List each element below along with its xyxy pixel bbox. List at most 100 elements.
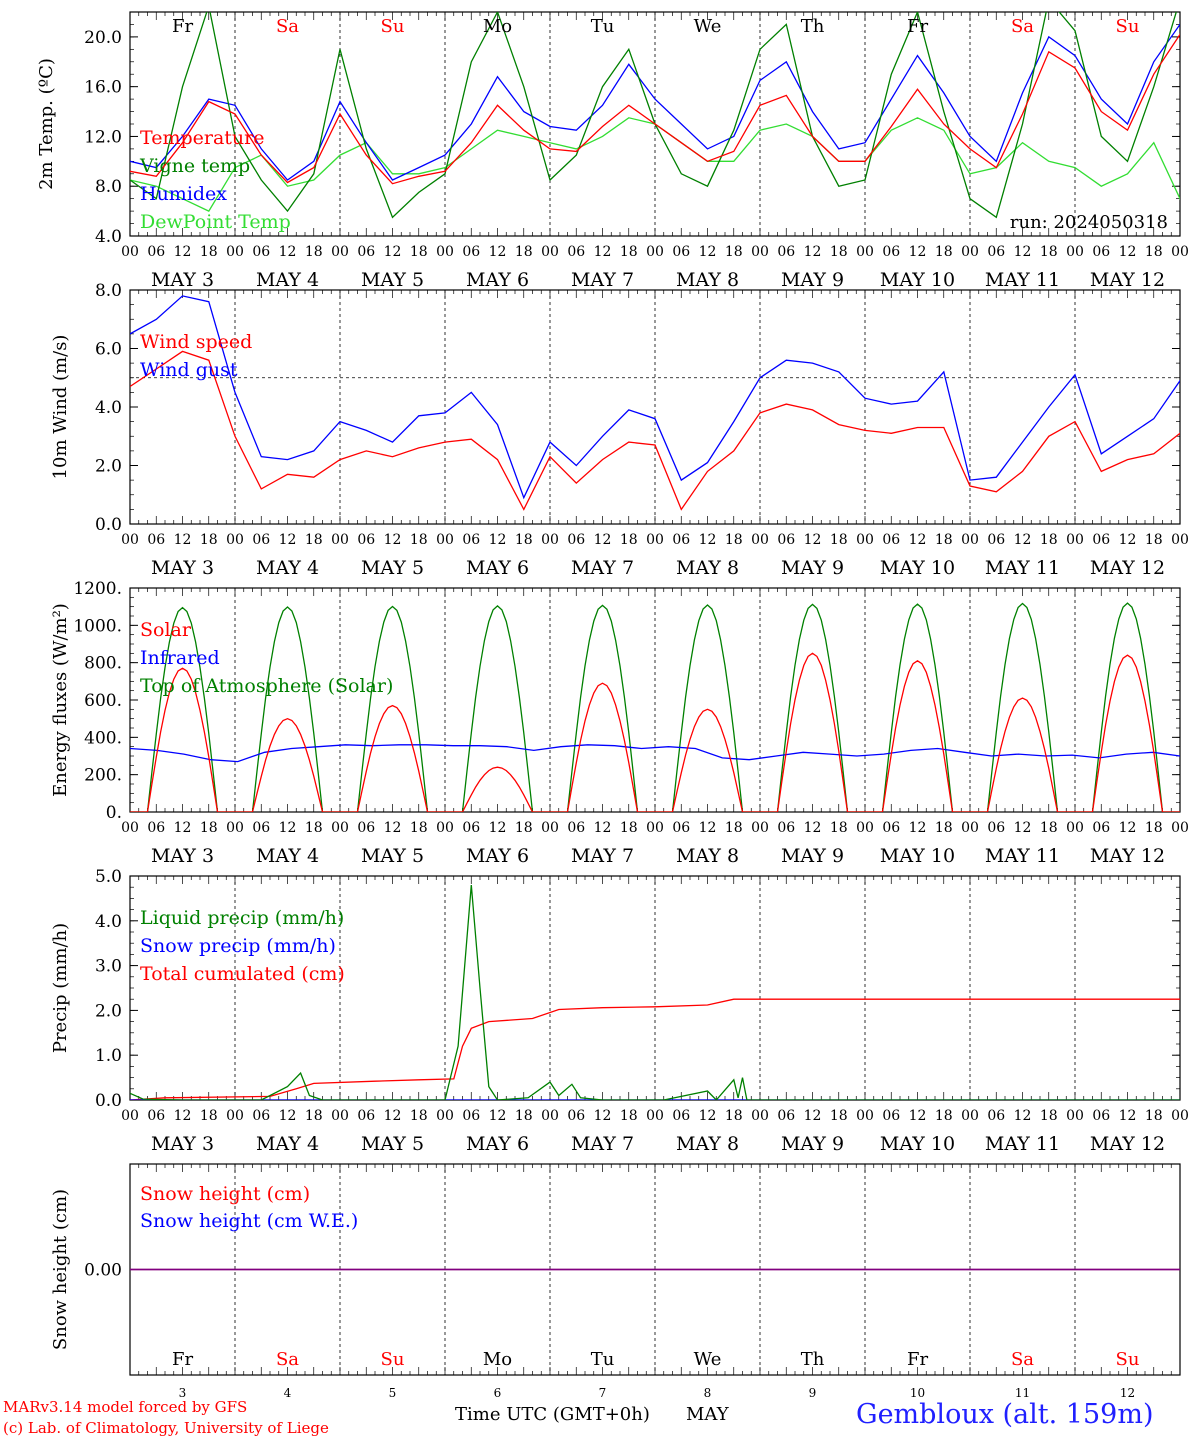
fluxes-legend-2: Top of Atmosphere (Solar)	[140, 675, 393, 697]
wind-legend-0: Wind speed	[140, 331, 252, 353]
fluxes-date-label: MAY 8	[676, 845, 739, 867]
precip-hour-tick-label: 12	[174, 1108, 192, 1124]
panel-snow: 0.00 Snow height (cm) Snow height (cm) Snow…	[50, 1163, 1181, 1400]
wind-hour-tick-label: 18	[725, 532, 743, 548]
fluxes-series-top-of-atmosphere-solar-	[130, 602, 1180, 812]
fluxes-hour-tick-label: 18	[620, 820, 638, 836]
wind-hour-tick-label: 12	[489, 532, 507, 548]
fluxes-date-label: MAY 9	[781, 845, 844, 867]
temperature-date-label: MAY 9	[781, 269, 844, 291]
precip-y-tick-label: 0.0	[95, 1091, 122, 1111]
wind-hour-tick-label: 12	[909, 532, 927, 548]
fluxes-y-tick-label: 800.	[84, 654, 122, 674]
panel-temperature: 4.0 8.0 12.0 16.0 20.0 2m Temp. (ºC) Temperatu…	[36, 11, 1189, 291]
fluxes-hour-tick-label: 06	[1092, 820, 1110, 836]
precip-hour-tick-label: 18	[305, 1108, 323, 1124]
wind-hour-tick-label: 00	[1066, 532, 1084, 548]
fluxes-hour-tick-label: 06	[672, 820, 690, 836]
panel-wind: 0.0 2.0 4.0 6.0 8.0 10m Wind (m/s) Wind speed W…	[50, 281, 1189, 579]
fluxes-y-tick-label: 0.	[106, 803, 122, 823]
wind-hour-tick-label: 18	[515, 532, 533, 548]
wind-hour-tick-label: 00	[856, 532, 874, 548]
precip-hour-tick-label: 06	[462, 1108, 480, 1124]
day-number-label: 11	[1015, 1386, 1030, 1400]
wind-hour-tick-label: 00	[121, 532, 139, 548]
precip-date-label: MAY 5	[361, 1133, 424, 1155]
temperature-hour-tick-label: 00	[121, 244, 139, 260]
precip-hour-tick-label: 12	[279, 1108, 297, 1124]
wind-hour-tick-label: 06	[252, 532, 270, 548]
fluxes-y-tick-label: 600.	[84, 691, 122, 711]
precip-hour-tick-label: 06	[567, 1108, 585, 1124]
temperature-hour-tick-label: 06	[147, 244, 165, 260]
temperature-hour-tick-label: 12	[1119, 244, 1137, 260]
temperature-date-label: MAY 3	[151, 269, 214, 291]
temperature-y-tick-label: 20.0	[84, 28, 122, 48]
precip-plot-area	[130, 884, 1180, 1100]
fluxes-date-label: MAY 7	[571, 845, 634, 867]
wind-hour-tick-label: 18	[200, 532, 218, 548]
fluxes-hour-tick-label: 18	[725, 820, 743, 836]
precip-hour-tick-label: 18	[1040, 1108, 1058, 1124]
weekday-label-top: Su	[381, 16, 405, 37]
weekday-label-bottom: We	[694, 1349, 722, 1370]
precip-date-label: MAY 10	[880, 1133, 955, 1155]
temperature-hour-tick-label: 12	[594, 244, 612, 260]
temperature-series-dewpoint-temp	[130, 117, 1180, 212]
snow-legend-1: Snow height (cm W.E.)	[140, 1210, 358, 1232]
temperature-hour-tick-label: 06	[882, 244, 900, 260]
fluxes-date-label: MAY 10	[880, 845, 955, 867]
temperature-y-tick-label: 12.0	[84, 127, 122, 147]
precip-date-label: MAY 3	[151, 1133, 214, 1155]
fluxes-hour-tick-label: 12	[699, 820, 717, 836]
weekday-label-bottom: Fr	[907, 1349, 928, 1370]
precip-hour-tick-label: 00	[1171, 1108, 1189, 1124]
panel-precip: 0.0 1.0 2.0 3.0 4.0 5.0 Precip (mm/h) Liquid pr…	[50, 867, 1189, 1155]
weekday-label-top: Sa	[276, 16, 299, 37]
temperature-hour-tick-label: 18	[830, 244, 848, 260]
credit-line-2: (c) Lab. of Climatology, University of L…	[3, 1419, 329, 1437]
temperature-hour-tick-label: 18	[1040, 244, 1058, 260]
fluxes-hour-tick-label: 12	[804, 820, 822, 836]
wind-date-label: MAY 5	[361, 557, 424, 579]
weekday-label-top: We	[694, 16, 722, 37]
weekday-label-bottom: Su	[381, 1349, 405, 1370]
temperature-hour-tick-label: 00	[646, 244, 664, 260]
temperature-hour-tick-label: 00	[961, 244, 979, 260]
precip-date-label: MAY 7	[571, 1133, 634, 1155]
wind-date-label: MAY 10	[880, 557, 955, 579]
temperature-hour-tick-label: 12	[909, 244, 927, 260]
temperature-legend-1: Vigne temp	[139, 155, 250, 177]
wind-series-wind-speed	[130, 350, 1180, 511]
precip-date-label: MAY 9	[781, 1133, 844, 1155]
fluxes-hour-tick-label: 18	[200, 820, 218, 836]
precip-hour-tick-label: 00	[646, 1108, 664, 1124]
precip-y-tick-label: 3.0	[95, 957, 122, 977]
wind-hour-tick-label: 12	[804, 532, 822, 548]
temperature-hour-tick-label: 00	[541, 244, 559, 260]
weekday-label-bottom: Th	[801, 1349, 825, 1370]
weekday-label-top: Th	[801, 16, 825, 37]
fluxes-hour-tick-label: 06	[147, 820, 165, 836]
temperature-hour-tick-label: 00	[751, 244, 769, 260]
wind-series-wind-gust	[130, 295, 1180, 500]
temperature-hour-tick-label: 12	[489, 244, 507, 260]
wind-hour-tick-label: 12	[384, 532, 402, 548]
fluxes-frame	[129, 587, 1181, 813]
precip-hour-tick-label: 12	[384, 1108, 402, 1124]
weekday-label-top: Sa	[1011, 16, 1034, 37]
fluxes-hour-tick-label: 18	[515, 820, 533, 836]
fluxes-y-tick-label: 1000.	[73, 616, 122, 636]
fluxes-hour-tick-label: 18	[410, 820, 428, 836]
precip-hour-tick-label: 00	[121, 1108, 139, 1124]
temperature-hour-tick-label: 12	[699, 244, 717, 260]
day-number-label: 3	[179, 1386, 187, 1400]
fluxes-date-label: MAY 3	[151, 845, 214, 867]
temperature-hour-tick-label: 00	[226, 244, 244, 260]
precip-date-label: MAY 11	[985, 1133, 1060, 1155]
precip-hour-tick-label: 12	[699, 1108, 717, 1124]
wind-y-tick-label: 0.0	[95, 515, 122, 535]
fluxes-hour-tick-label: 00	[751, 820, 769, 836]
temperature-hour-tick-label: 12	[384, 244, 402, 260]
fluxes-hour-tick-label: 12	[909, 820, 927, 836]
